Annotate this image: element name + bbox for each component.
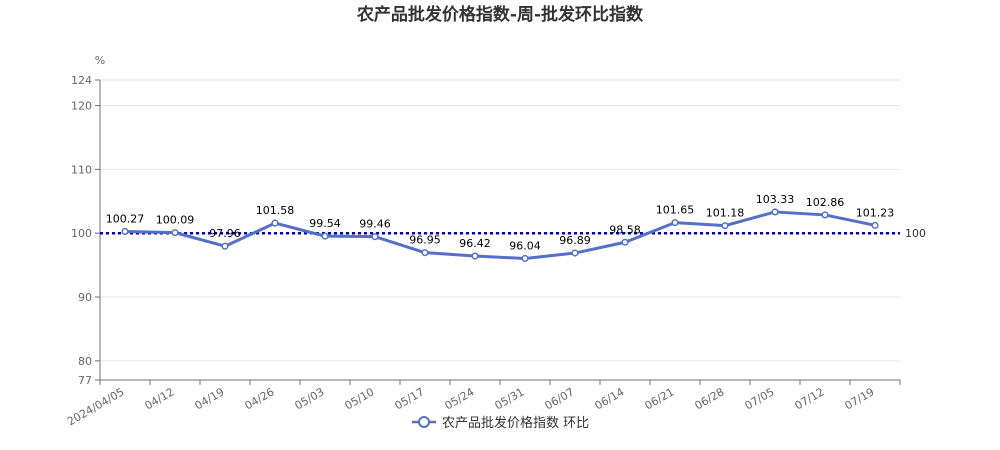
x-tick-label: 05/24 (443, 385, 477, 412)
y-tick-label: 120 (71, 100, 92, 113)
legend-label: 农产品批发价格指数 环比 (442, 415, 589, 431)
x-tick-label: 05/31 (493, 385, 527, 412)
data-point[interactable] (521, 254, 529, 263)
data-point[interactable] (221, 242, 229, 250)
x-tick-label: 07/12 (793, 385, 827, 412)
data-point[interactable] (721, 222, 729, 230)
series-line (124, 210, 876, 260)
axes: 77 80 90 100 110 120 124 2024/04/05 04/12 04/19 04… (65, 74, 901, 428)
reference-line-group: 100 (100, 227, 926, 240)
data-labels: 100.27 100.09 97.96 101.58 99.54 99.46 96.95 96… (106, 193, 895, 253)
x-tick-label: 07/05 (743, 385, 777, 412)
grid (100, 79, 900, 362)
data-point[interactable] (671, 219, 679, 227)
x-tick-label: 05/17 (393, 385, 427, 412)
reference-line-label: 100 (905, 227, 926, 240)
data-label: 96.95 (409, 234, 441, 247)
y-tick-label: 90 (78, 291, 92, 304)
y-tick-label: 124 (71, 74, 92, 87)
data-point[interactable] (871, 221, 879, 229)
data-label: 99.46 (359, 218, 391, 231)
y-tick-label: 100 (71, 227, 92, 240)
legend-marker-icon (418, 416, 430, 428)
data-point[interactable] (821, 211, 829, 219)
data-point[interactable] (321, 232, 329, 240)
x-tick-label: 05/10 (343, 385, 377, 412)
data-label: 97.96 (209, 227, 241, 240)
data-point[interactable] (171, 229, 179, 237)
x-tick-label: 04/19 (193, 385, 227, 412)
x-tick-label: 2024/04/05 (65, 385, 126, 428)
data-point[interactable] (371, 233, 379, 241)
x-tick-label: 06/07 (543, 385, 577, 412)
data-label: 98.58 (609, 223, 641, 236)
data-label: 102.86 (806, 196, 845, 209)
data-label: 99.54 (309, 217, 341, 230)
y-tick-label: 80 (78, 355, 92, 368)
data-label: 101.65 (656, 204, 695, 217)
data-label: 101.18 (706, 207, 745, 220)
data-label: 101.58 (256, 204, 295, 217)
x-tick-label: 07/19 (843, 385, 877, 412)
data-point[interactable] (471, 252, 479, 260)
data-label: 100.27 (106, 212, 145, 225)
y-tick-label: 110 (71, 163, 92, 176)
x-tick-label: 04/26 (243, 385, 277, 412)
data-label: 101.23 (856, 206, 895, 219)
x-tick-label: 04/12 (143, 385, 177, 412)
x-tick-label: 06/28 (693, 385, 727, 412)
x-tick-label: 06/14 (593, 385, 627, 412)
legend[interactable]: 农产品批发价格指数 环比 (412, 415, 589, 431)
data-point[interactable] (421, 249, 429, 257)
x-tick-label: 05/03 (293, 385, 327, 412)
data-label: 96.04 (509, 239, 541, 252)
chart-title: 农产品批发价格指数-周-批发环比指数 (356, 4, 644, 25)
data-label: 103.33 (756, 193, 795, 206)
data-point[interactable] (571, 249, 579, 257)
series-group (121, 208, 879, 263)
y-tick-label: 77 (78, 374, 92, 387)
data-label: 100.09 (156, 214, 195, 227)
data-point[interactable] (621, 238, 629, 246)
y-axis-unit: % (95, 54, 105, 67)
data-point[interactable] (121, 227, 129, 236)
x-tick-label: 06/21 (643, 385, 677, 412)
data-point[interactable] (271, 219, 279, 227)
data-label: 96.89 (559, 234, 591, 247)
data-point[interactable] (771, 208, 779, 216)
data-label: 96.42 (459, 237, 491, 250)
